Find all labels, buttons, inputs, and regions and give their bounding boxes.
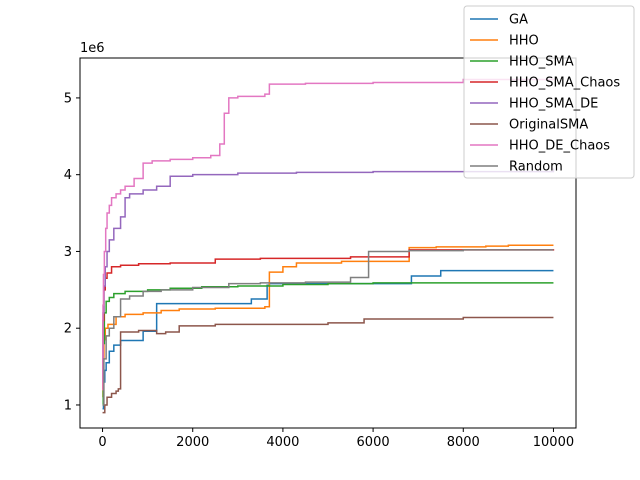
plot-area-frame <box>79 57 577 429</box>
legend-label: HHO_SMA_Chaos <box>509 76 620 91</box>
x-tick-label: 6000 <box>357 435 390 450</box>
x-tick-label: 2000 <box>176 435 209 450</box>
x-axis: 0 2000 4000 6000 8000 10000 <box>98 428 574 450</box>
y-axis-scale-label: 1e6 <box>80 41 105 56</box>
y-tick-label: 3 <box>64 245 72 260</box>
legend-label: GA <box>509 13 528 28</box>
legend-label: HHO_SMA <box>509 55 574 70</box>
legend-label: HHO_DE_Chaos <box>509 139 610 154</box>
legend-box <box>463 5 635 179</box>
y-tick-label: 2 <box>64 322 72 337</box>
series-layer <box>102 78 555 414</box>
legend-label: HHO_SMA_DE <box>509 97 598 112</box>
legend-label: Random <box>509 160 563 175</box>
series-line-random <box>102 249 554 406</box>
series-line-hho <box>102 244 554 399</box>
series-line-hho-de-chaos <box>102 78 555 391</box>
x-tick-label: 0 <box>98 435 106 450</box>
legend-label: HHO <box>509 34 539 49</box>
series-line-hho-sma-de <box>102 168 555 383</box>
series-line-originalsma <box>102 316 554 414</box>
y-tick-label: 5 <box>64 91 72 106</box>
series-line-hho-sma <box>102 282 554 406</box>
x-tick-label: 10000 <box>533 435 574 450</box>
y-tick-label: 1 <box>64 398 72 413</box>
legend: GA HHO HHO_SMA HHO_SMA_Chaos HHO_SMA_DE Origi… <box>463 5 635 179</box>
y-axis: 1 2 3 4 5 <box>64 91 80 413</box>
x-tick-label: 4000 <box>266 435 299 450</box>
x-tick-label: 8000 <box>447 435 480 450</box>
y-tick-label: 4 <box>64 168 72 183</box>
legend-label: OriginalSMA <box>509 118 588 133</box>
